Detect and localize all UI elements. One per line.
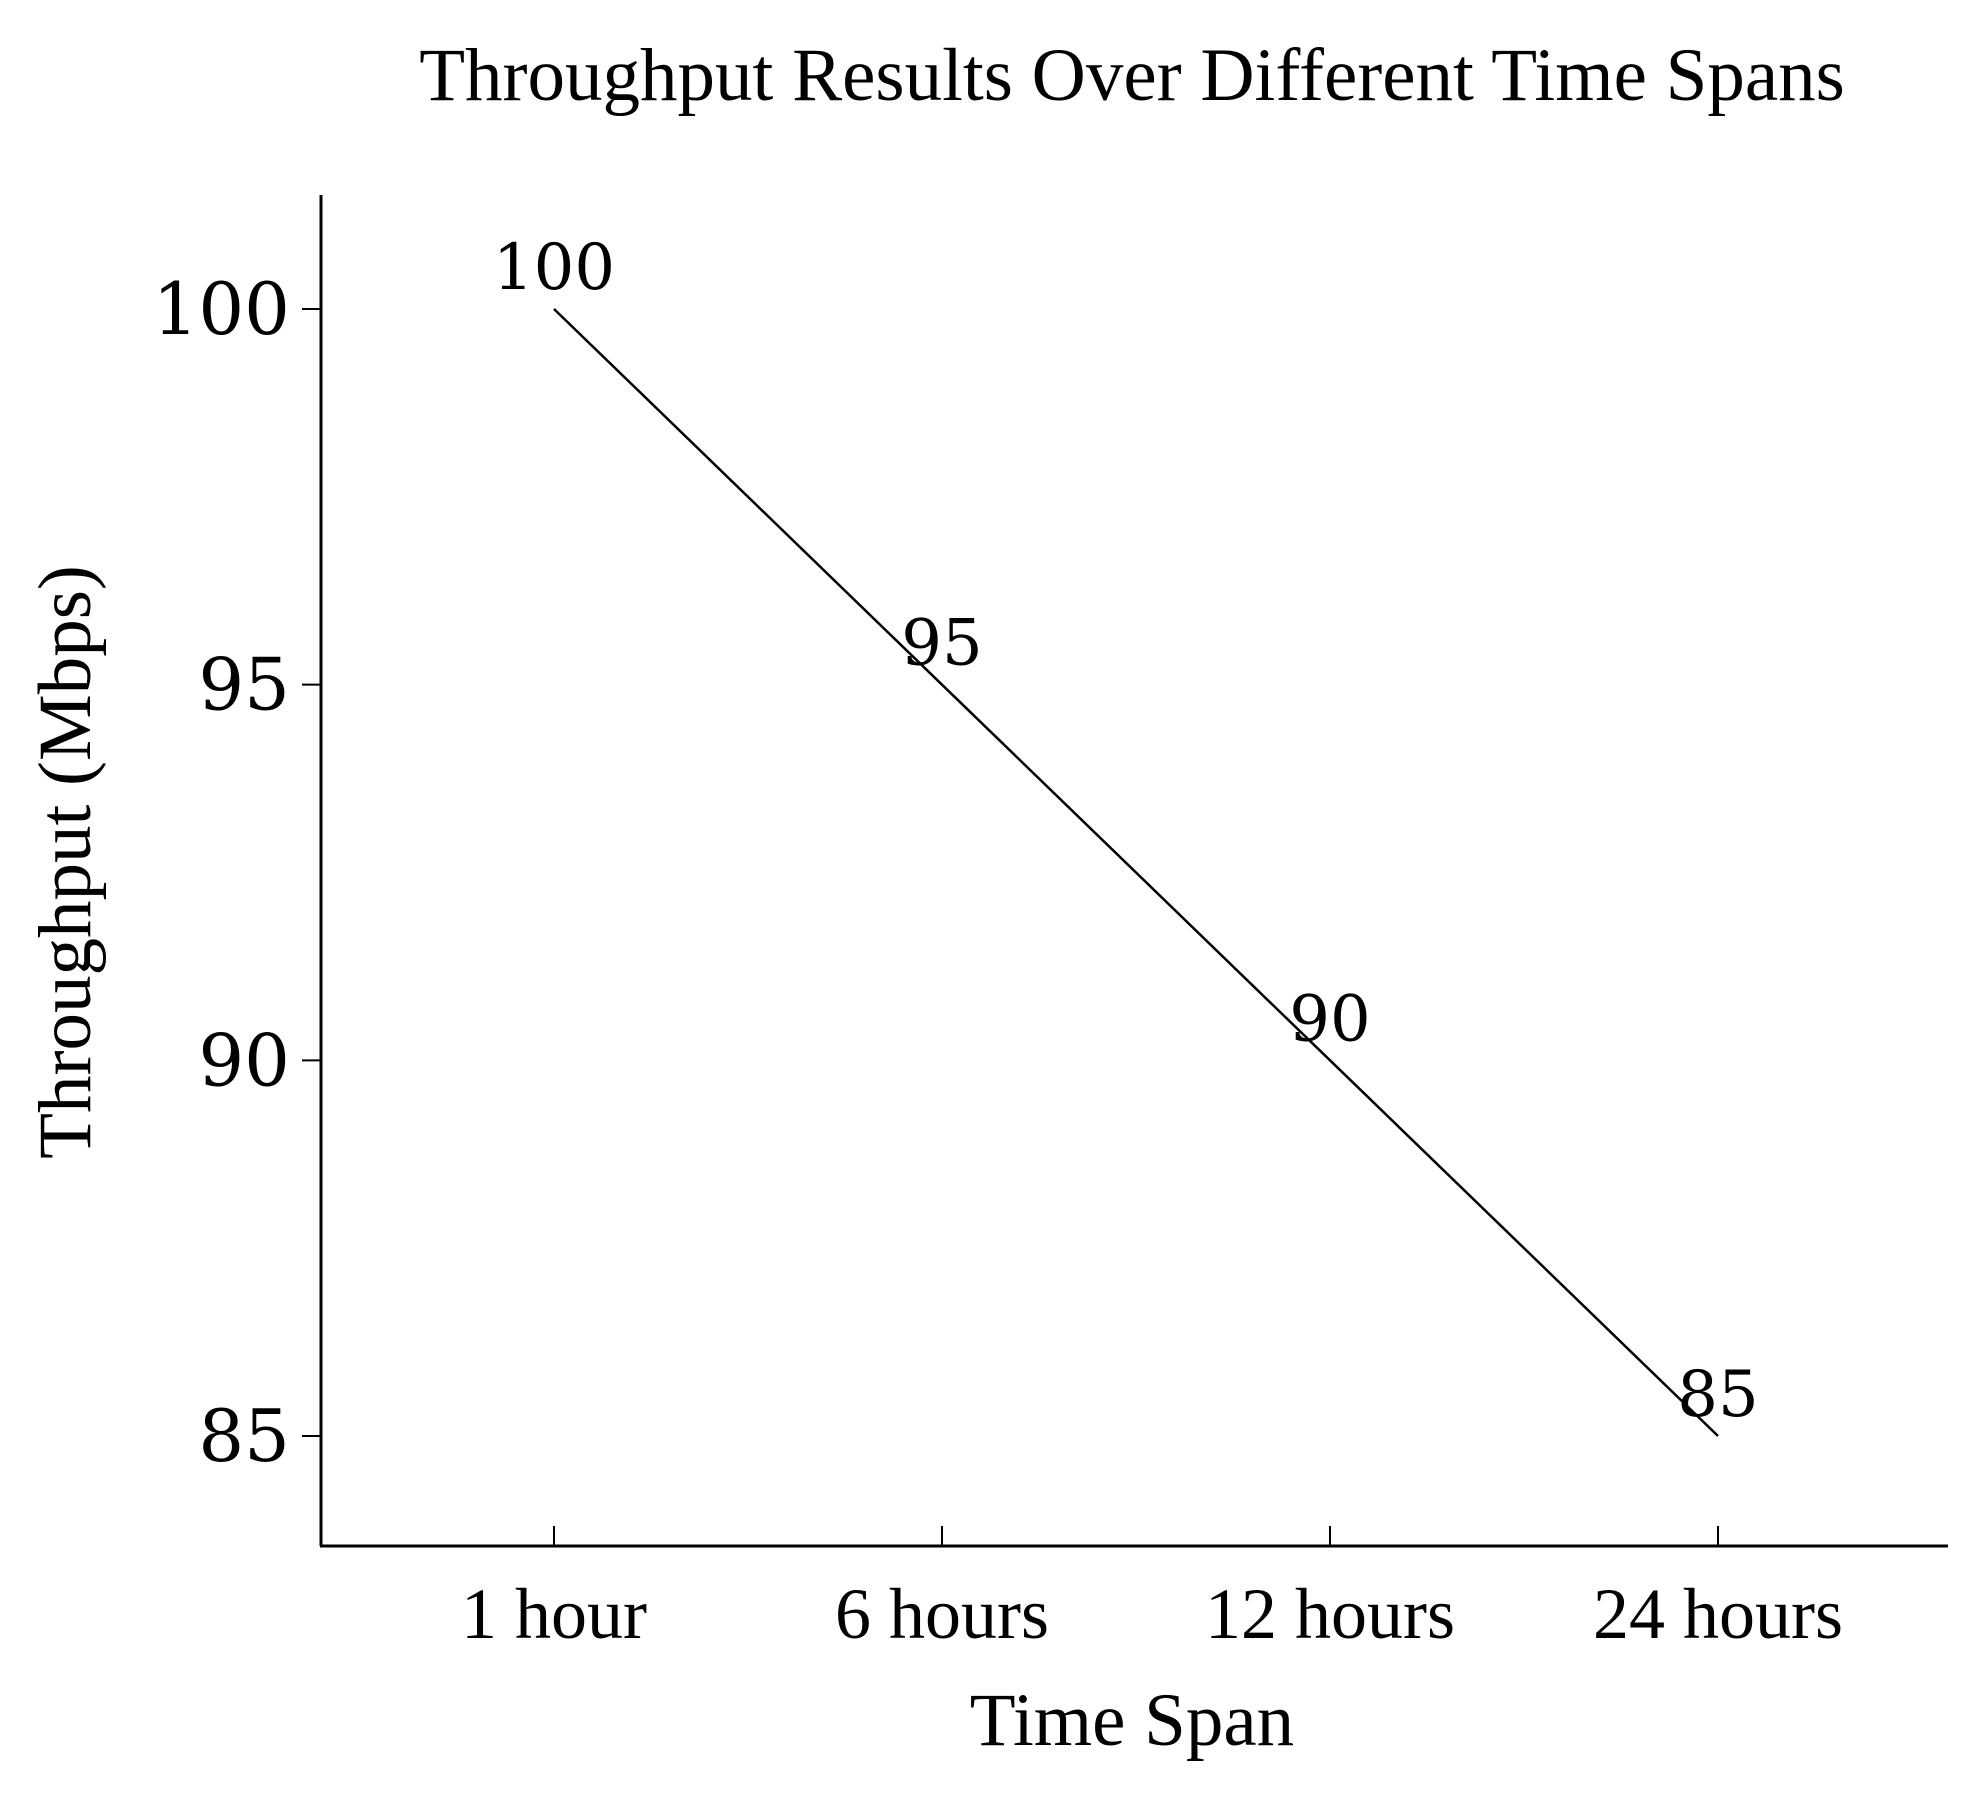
data-label: 100: [493, 231, 615, 305]
x-ticks: 1 hour 6 hours 12 hours 24 hours: [461, 1526, 1843, 1654]
data-labels: 100 95 90 85: [493, 231, 1759, 1432]
x-axis-label: Time Span: [970, 1679, 1294, 1762]
chart-title: Throughput Results Over Different Time S…: [419, 34, 1845, 117]
y-tick-label: 100: [153, 267, 290, 351]
y-tick-label: 90: [198, 1018, 290, 1102]
series-line: [553, 308, 1719, 1437]
y-tick-label: 95: [198, 643, 290, 727]
x-tick-label: 12 hours: [1205, 1574, 1455, 1654]
series-group: [553, 308, 1719, 1437]
y-tick-label: 85: [198, 1394, 290, 1478]
x-tick-label: 6 hours: [835, 1574, 1049, 1654]
x-tick-label: 24 hours: [1593, 1574, 1843, 1654]
y-axis-label: Throughput (Mbps): [24, 565, 107, 1159]
y-ticks: 85 90 95 100: [153, 267, 321, 1478]
data-label: 95: [901, 607, 982, 681]
data-label: 90: [1289, 982, 1370, 1056]
data-label: 85: [1677, 1358, 1758, 1432]
x-tick-label: 1 hour: [461, 1574, 647, 1654]
